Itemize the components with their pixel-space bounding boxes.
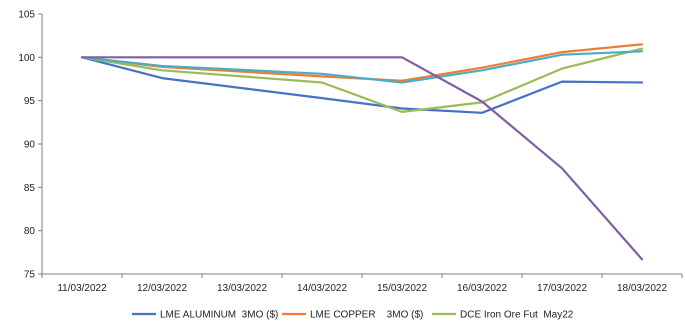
y-tick-label: 100 — [18, 53, 35, 64]
x-tick-label: 11/03/2022 — [57, 283, 107, 294]
series-line-4 — [80, 50, 644, 84]
x-tick-label: 14/03/2022 — [297, 283, 347, 294]
legend-label: LME COPPER 3MO ($) — [310, 310, 423, 321]
x-tick-label: 17/03/2022 — [537, 283, 587, 294]
series-line-1 — [80, 56, 644, 114]
y-axis-ticks: 75 80 85 90 95 100 105 — [18, 10, 42, 281]
series-line-2 — [80, 43, 644, 82]
y-tick-label: 80 — [24, 226, 36, 237]
chart-legend: LME ALUMINUM 3MO ($) LME COPPER 3MO ($) DC… — [132, 310, 574, 321]
legend-label: DCE Iron Ore Fut May22 — [460, 310, 574, 321]
x-tick-label: 12/03/2022 — [137, 283, 187, 294]
chart-series-lines — [80, 43, 644, 261]
legend-label: LME ALUMINUM 3MO ($) — [160, 310, 278, 321]
y-tick-label: 85 — [24, 183, 36, 194]
y-tick-label: 105 — [18, 10, 35, 21]
x-tick-label: 18/03/2022 — [617, 283, 667, 294]
series-line-5 — [80, 56, 644, 261]
series-line-3 — [80, 47, 644, 114]
x-tick-label: 16/03/2022 — [457, 283, 507, 294]
x-axis-ticks: 11/03/2022 12/03/2022 13/03/2022 14/03/2022… — [41, 274, 683, 294]
y-tick-label: 75 — [24, 270, 36, 281]
x-tick-label: 13/03/2022 — [217, 283, 267, 294]
y-tick-label: 95 — [24, 96, 36, 107]
x-tick-label: 15/03/2022 — [377, 283, 427, 294]
y-tick-label: 90 — [24, 140, 36, 151]
